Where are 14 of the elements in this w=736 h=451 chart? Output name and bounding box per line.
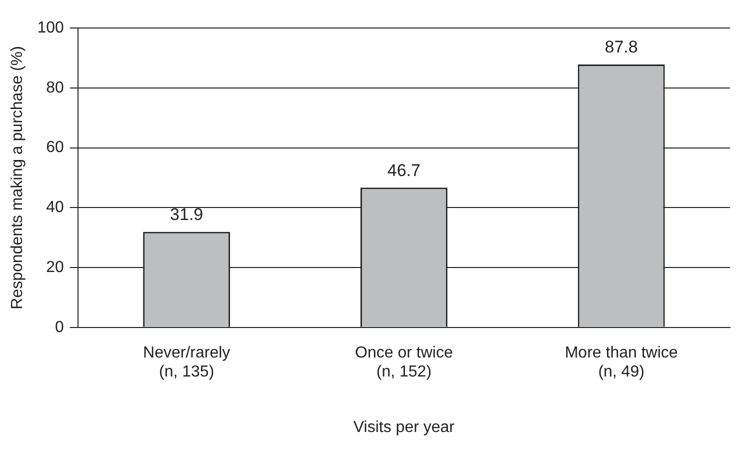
x-tick-label: Never/rarely (n, 135): [143, 344, 230, 381]
x-tick-label: More than twice (n, 49): [564, 344, 678, 381]
y-tick-label: 60: [46, 139, 64, 156]
y-tick-label: 80: [46, 79, 64, 96]
x-tick-label: Once or twice (n, 152): [355, 344, 453, 381]
y-tick-label: 0: [54, 318, 64, 336]
data-label: 87.8: [604, 38, 638, 57]
x-axis-title: Visits per year: [353, 418, 456, 436]
data-label: 46.7: [387, 160, 420, 180]
data-label: 31.9: [170, 205, 204, 224]
y-tick-label: 40: [46, 199, 64, 216]
y-tick-label: 100: [37, 19, 64, 36]
y-axis-title: Respondents making a purchase (%): [9, 46, 26, 310]
y-tick-label: 20: [46, 258, 64, 276]
